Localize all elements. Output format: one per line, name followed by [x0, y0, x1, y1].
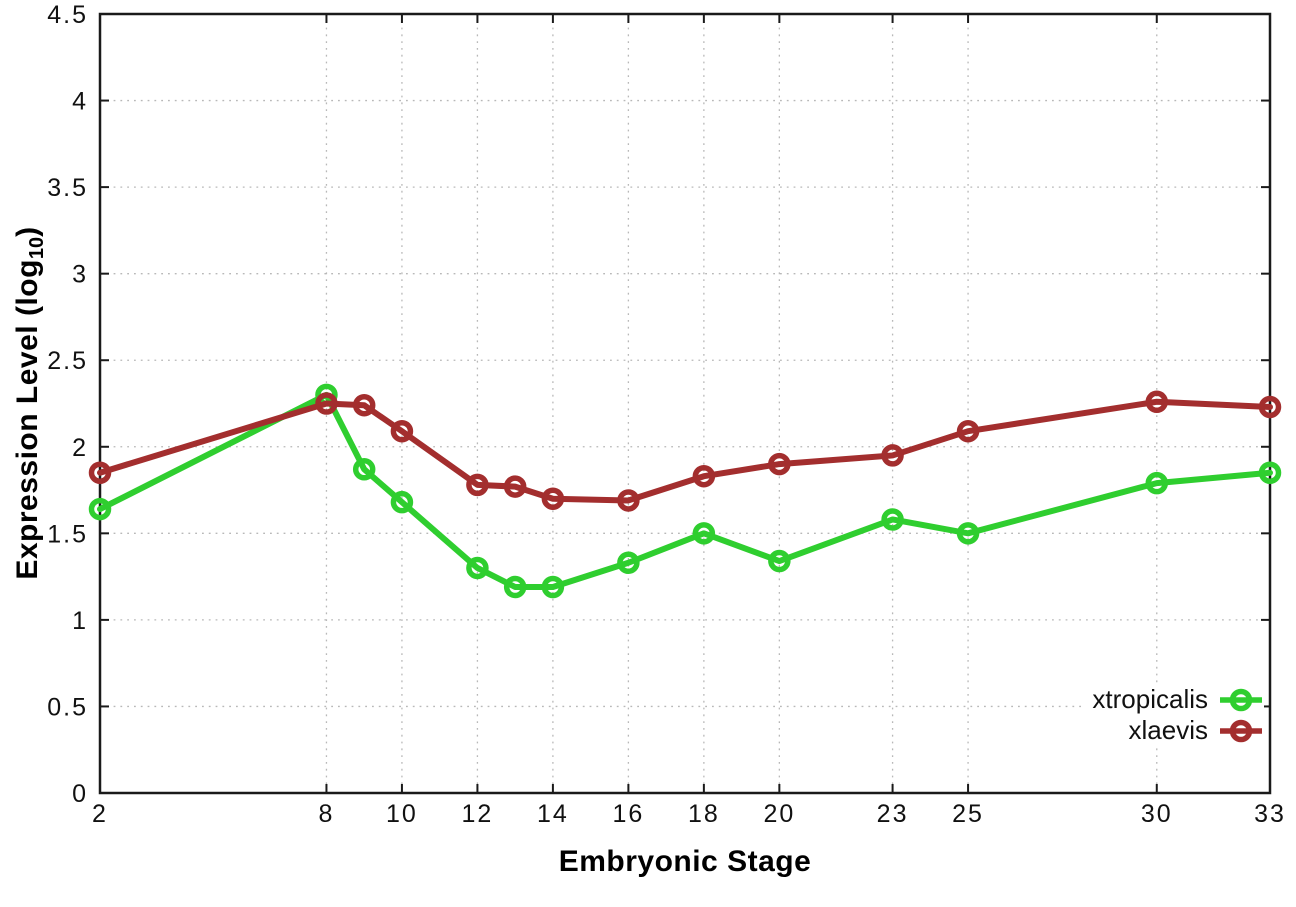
legend-marker-icon-xlaevis — [1220, 719, 1262, 742]
y-tick-label: 3.5 — [47, 174, 88, 202]
data-point-marker-xtropicalis — [1258, 461, 1282, 484]
data-point-marker-xlaevis — [881, 444, 904, 467]
data-point-marker-xlaevis — [768, 452, 791, 476]
x-tick-label: 14 — [537, 800, 569, 828]
y-tick-label: 0 — [72, 780, 88, 808]
data-point-marker-xlaevis — [466, 473, 489, 497]
data-point-marker-xlaevis — [1145, 390, 1169, 414]
data-point-marker-xtropicalis — [617, 551, 640, 575]
series-line-xtropicalis — [97, 391, 1273, 590]
data-point-marker-xtropicalis — [768, 549, 791, 573]
data-point-marker-xtropicalis — [692, 522, 716, 545]
data-point-marker-xlaevis — [352, 393, 376, 417]
data-point-marker-xlaevis — [956, 419, 980, 443]
data-point-marker-xtropicalis — [1145, 471, 1169, 495]
data-point-marker-xlaevis — [390, 419, 414, 443]
legend-item-xlaevis: xlaevis — [1092, 715, 1264, 746]
y-axis-title: Expression Level (log10) — [8, 13, 48, 793]
y-tick-label: 0.5 — [47, 693, 88, 721]
data-point-marker-xtropicalis — [956, 522, 980, 545]
series-line-xlaevis — [97, 398, 1273, 504]
x-tick-label: 2 — [92, 800, 108, 828]
y-tick-label: 2.5 — [47, 347, 88, 375]
y-axis-title-text: Expression Level (log — [11, 259, 44, 580]
data-point-marker-xtropicalis — [352, 458, 376, 481]
x-tick-label: 18 — [688, 800, 720, 828]
legend-label-xtropicalis: xtropicalis — [1092, 684, 1208, 714]
data-point-marker-xlaevis — [1258, 395, 1282, 419]
y-tick-label: 4 — [72, 88, 88, 116]
y-tick-label: 4.5 — [47, 1, 88, 29]
x-tick-label: 10 — [386, 800, 418, 828]
x-tick-label: 8 — [318, 800, 334, 828]
legend-label-xlaevis: xlaevis — [1128, 715, 1208, 745]
y-tick-label: 1 — [72, 607, 88, 635]
data-point-marker-xtropicalis — [541, 575, 565, 599]
data-point-marker-xtropicalis — [503, 575, 527, 599]
legend-marker-icon-xtropicalis — [1220, 688, 1262, 711]
data-point-marker-xtropicalis — [390, 490, 414, 514]
x-tick-label: 30 — [1141, 800, 1173, 828]
data-point-marker-xlaevis — [88, 461, 112, 484]
y-tick-label: 3 — [72, 261, 88, 289]
data-point-marker-xlaevis — [692, 464, 716, 488]
x-tick-label: 12 — [462, 800, 494, 828]
x-tick-label: 16 — [612, 800, 644, 828]
x-tick-label: 33 — [1254, 800, 1286, 828]
y-axis-title-subscript: 10 — [26, 236, 48, 260]
x-tick-label: 20 — [763, 800, 795, 828]
data-point-marker-xtropicalis — [88, 497, 112, 521]
data-point-marker-xlaevis — [617, 489, 640, 512]
data-point-marker-xlaevis — [315, 392, 338, 415]
x-tick-label: 23 — [877, 800, 909, 828]
x-axis-title: Embryonic Stage — [558, 845, 812, 878]
data-point-marker-xlaevis — [503, 475, 527, 498]
y-tick-label: 1.5 — [47, 520, 88, 548]
legend-item-xtropicalis: xtropicalis — [1092, 684, 1264, 715]
y-axis-title-suffix: ) — [11, 226, 44, 237]
data-point-marker-xtropicalis — [466, 556, 489, 580]
x-tick-label: 25 — [952, 800, 984, 828]
plot-border — [98, 12, 1272, 795]
data-point-marker-xlaevis — [541, 487, 565, 510]
legend: xtropicalis xlaevis — [1086, 684, 1264, 746]
y-tick-label: 2 — [72, 434, 88, 462]
data-point-marker-xtropicalis — [881, 508, 904, 531]
